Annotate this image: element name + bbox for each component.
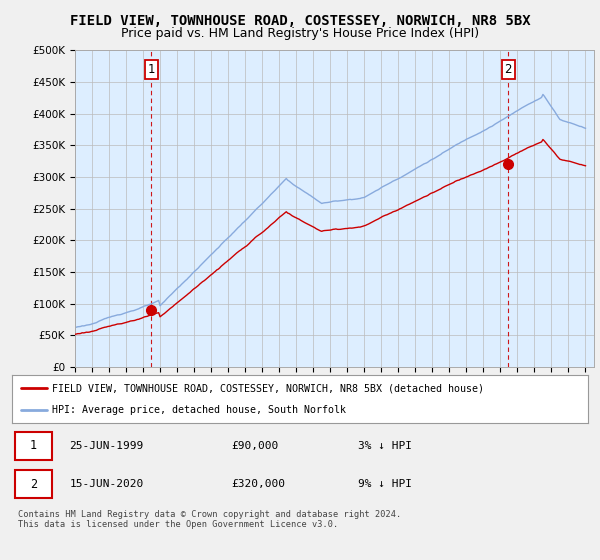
Text: £90,000: £90,000 [231, 441, 278, 451]
Text: FIELD VIEW, TOWNHOUSE ROAD, COSTESSEY, NORWICH, NR8 5BX: FIELD VIEW, TOWNHOUSE ROAD, COSTESSEY, N… [70, 14, 530, 28]
Text: 9% ↓ HPI: 9% ↓ HPI [358, 479, 412, 489]
Text: 2: 2 [30, 478, 37, 491]
Text: 1: 1 [30, 440, 37, 452]
Text: HPI: Average price, detached house, South Norfolk: HPI: Average price, detached house, Sout… [52, 405, 346, 415]
Text: 3% ↓ HPI: 3% ↓ HPI [358, 441, 412, 451]
FancyBboxPatch shape [15, 470, 52, 498]
Text: FIELD VIEW, TOWNHOUSE ROAD, COSTESSEY, NORWICH, NR8 5BX (detached house): FIELD VIEW, TOWNHOUSE ROAD, COSTESSEY, N… [52, 383, 484, 393]
Text: 2: 2 [505, 63, 512, 76]
FancyBboxPatch shape [15, 432, 52, 460]
Text: £320,000: £320,000 [231, 479, 285, 489]
Text: 1: 1 [148, 63, 155, 76]
Text: 25-JUN-1999: 25-JUN-1999 [70, 441, 144, 451]
Text: 15-JUN-2020: 15-JUN-2020 [70, 479, 144, 489]
Text: Price paid vs. HM Land Registry's House Price Index (HPI): Price paid vs. HM Land Registry's House … [121, 27, 479, 40]
Text: Contains HM Land Registry data © Crown copyright and database right 2024.
This d: Contains HM Land Registry data © Crown c… [18, 510, 401, 529]
